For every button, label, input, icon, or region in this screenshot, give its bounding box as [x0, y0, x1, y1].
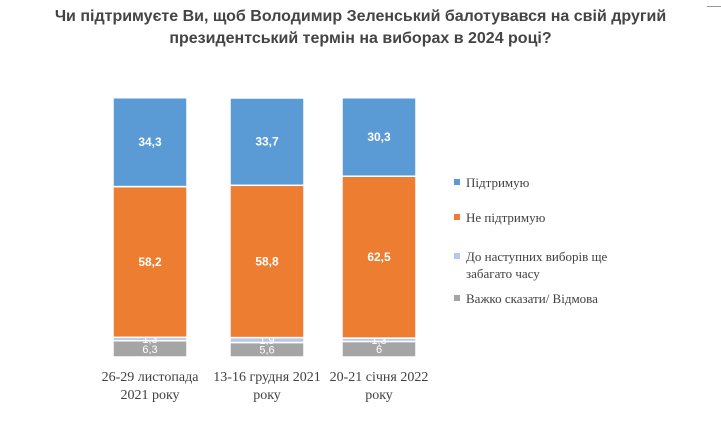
x-tick-label: року: [253, 388, 281, 403]
legend-label: Не підтримую: [466, 210, 546, 225]
bar-segment: [112, 96, 188, 188]
data-label: 30,3: [367, 130, 391, 144]
chart-title: Чи підтримуєте Ви, щоб Володимир Зеленсь…: [0, 6, 721, 50]
chart-title-line-2: президентський термін на виборах в 2024 …: [169, 30, 552, 47]
legend-label: До наступних виборів ще: [466, 249, 607, 264]
bar-segment: [229, 184, 305, 339]
bar-segment: [341, 175, 417, 339]
data-label: 6,3: [142, 344, 157, 356]
x-tick-label: 26-29 листопада: [102, 370, 200, 385]
data-label: 5,6: [259, 345, 274, 357]
data-label: 62,5: [367, 250, 391, 264]
bar-segment: [112, 185, 188, 339]
legend-swatch: [454, 253, 460, 259]
x-tick-label: 13-16 грудня 2021: [213, 370, 320, 385]
legend-label: забагато часу: [466, 266, 540, 281]
legend-label: Підтримую: [466, 175, 530, 190]
chart-title-line-1: Чи підтримуєте Ви, щоб Володимир Зеленсь…: [54, 8, 667, 25]
legend-label: Важко сказати/ Відмова: [466, 291, 598, 306]
x-tick-label: 2021 року: [120, 388, 179, 403]
bar-segment: [341, 96, 417, 177]
data-label: 33,7: [255, 135, 279, 149]
legend-swatch: [454, 214, 460, 220]
legend-swatch: [454, 295, 460, 301]
legend-swatch: [454, 179, 460, 185]
x-tick-label: 20-21 січня 2022: [330, 370, 429, 385]
bar-segment: [229, 97, 305, 187]
data-label: 58,2: [138, 255, 162, 269]
x-tick-label: року: [365, 388, 393, 403]
data-label: 6: [376, 344, 382, 356]
data-label: 58,8: [255, 254, 279, 268]
corner-mark: [707, 0, 721, 7]
data-label: 34,3: [138, 135, 162, 149]
